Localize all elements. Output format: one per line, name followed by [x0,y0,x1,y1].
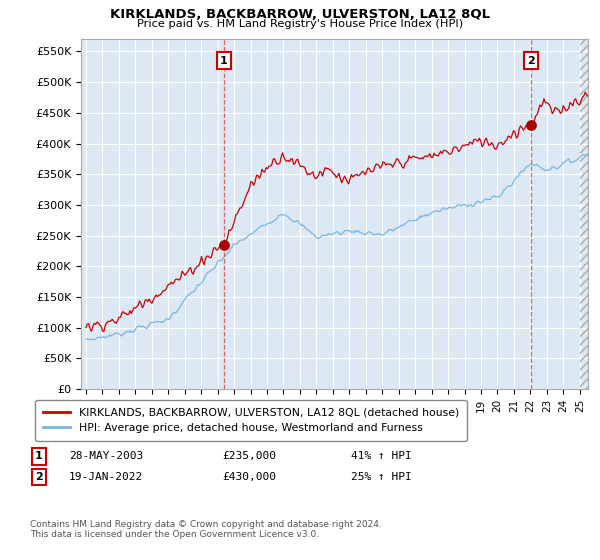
Text: 28-MAY-2003: 28-MAY-2003 [69,451,143,461]
Text: Price paid vs. HM Land Registry's House Price Index (HPI): Price paid vs. HM Land Registry's House … [137,19,463,29]
Point [219,240,229,249]
Text: 2: 2 [527,55,535,66]
Legend: KIRKLANDS, BACKBARROW, ULVERSTON, LA12 8QL (detached house), HPI: Average price,: KIRKLANDS, BACKBARROW, ULVERSTON, LA12 8… [35,400,467,441]
Text: KIRKLANDS, BACKBARROW, ULVERSTON, LA12 8QL: KIRKLANDS, BACKBARROW, ULVERSTON, LA12 8… [110,8,490,21]
Text: £235,000: £235,000 [222,451,276,461]
Point [526,121,536,130]
Text: £430,000: £430,000 [222,472,276,482]
Bar [580,39,596,389]
Text: 1: 1 [220,55,228,66]
Text: 2: 2 [35,472,43,482]
Text: 25% ↑ HPI: 25% ↑ HPI [351,472,412,482]
Text: Contains HM Land Registry data © Crown copyright and database right 2024.
This d: Contains HM Land Registry data © Crown c… [30,520,382,539]
Text: 1: 1 [35,451,43,461]
Text: 41% ↑ HPI: 41% ↑ HPI [351,451,412,461]
Text: 19-JAN-2022: 19-JAN-2022 [69,472,143,482]
